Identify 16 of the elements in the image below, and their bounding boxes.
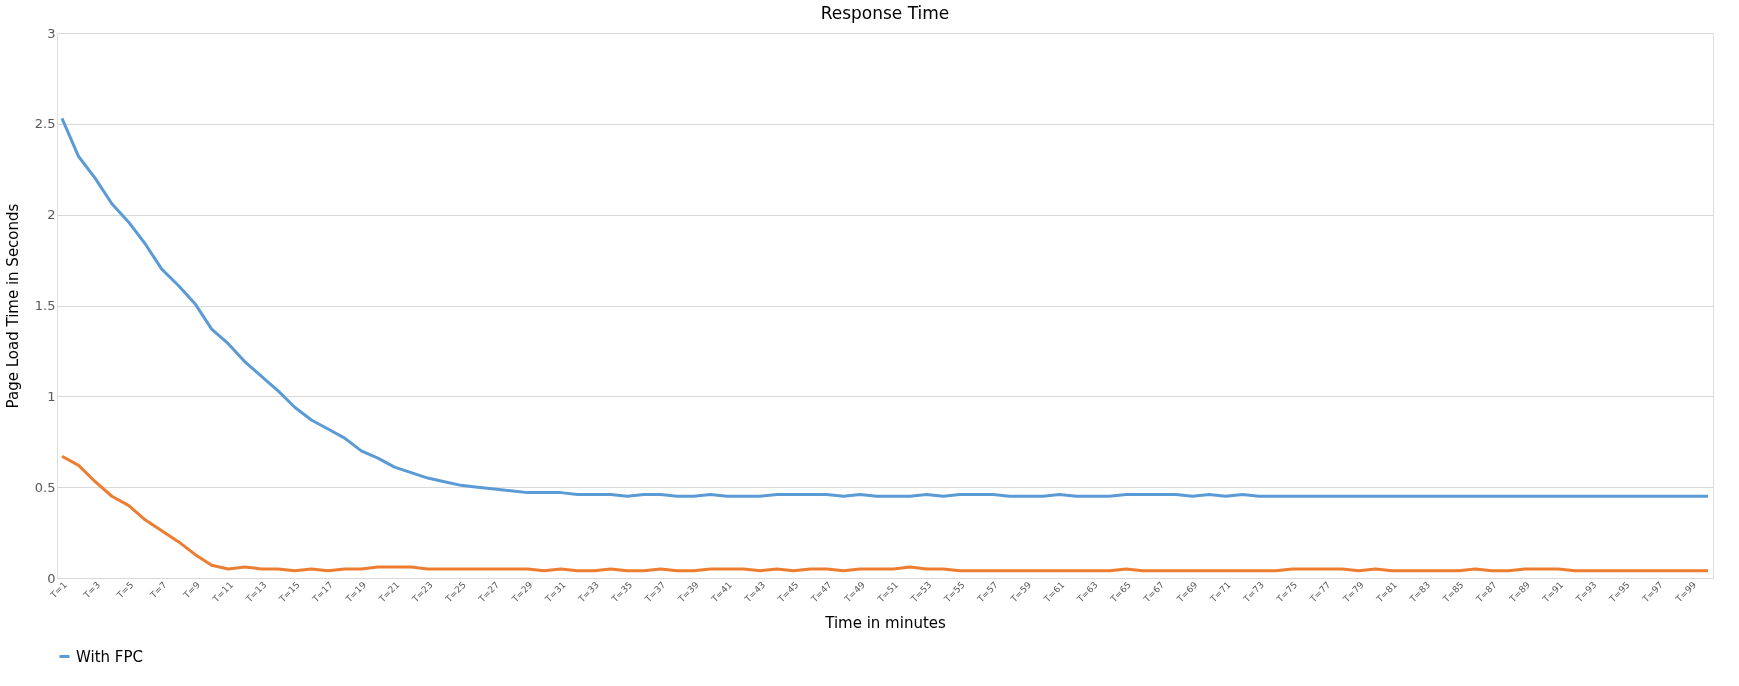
x-tick-label: T=5 [114,579,136,601]
y-tick-label: 3 [47,25,56,41]
y-tick-label: 0 [47,570,56,586]
x-axis-title: Time in minutes [824,614,946,633]
legend-label: With FPC [76,647,143,666]
x-tick-label: T=9 [180,579,203,601]
line-series [60,454,1710,573]
y-tick-label: 0.5 [34,479,56,495]
y-axis-title: Page Load Time in Seconds [3,203,22,409]
y-tick-label: 2 [47,207,56,223]
x-tick-label: T=3 [81,579,103,601]
line-series [60,116,1710,498]
y-tick-label: 1.5 [34,298,56,313]
y-tick-label: 1 [47,388,56,404]
y-tick-label: 2.5 [34,116,56,132]
chart-title: Response Time [820,3,950,23]
